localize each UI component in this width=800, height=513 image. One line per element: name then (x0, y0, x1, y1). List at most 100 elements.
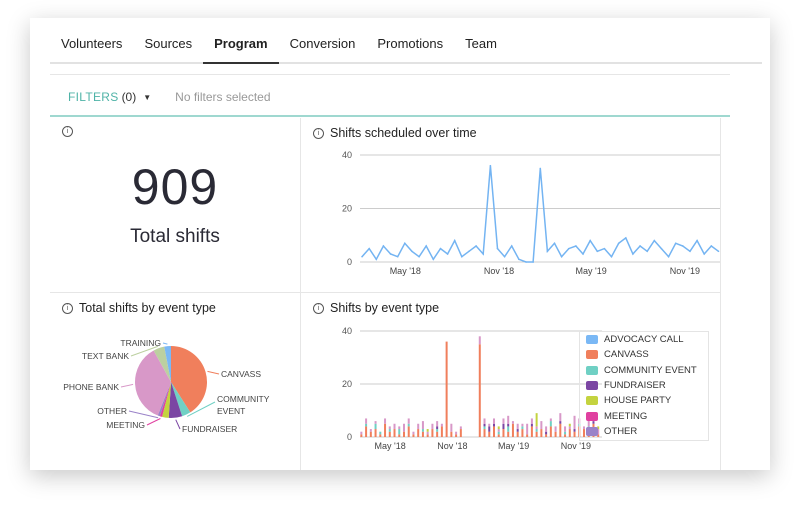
legend-item[interactable]: ADVOCACY CALL (580, 332, 708, 347)
bar-segment (540, 429, 543, 437)
info-icon[interactable]: i (313, 302, 324, 314)
bar-segment (564, 431, 567, 435)
leader-line (186, 401, 216, 417)
pie-slice (162, 382, 171, 418)
pie-slice (171, 346, 207, 413)
info-icon[interactable]: i (62, 126, 73, 137)
x-tick-label: May '18 (374, 441, 405, 451)
pie-slice (171, 382, 191, 417)
pie-label: PHONE BANK (63, 382, 119, 392)
pie-chart-panel: i Total shifts by event type CANVASS COMMU… (50, 293, 301, 470)
data-point (553, 242, 556, 245)
data-point (710, 245, 713, 247)
bar-segment (511, 423, 514, 437)
bar-segment (365, 418, 368, 424)
data-point (539, 167, 542, 170)
bar-segment (417, 429, 420, 437)
data-point (646, 250, 648, 253)
data-point (546, 250, 549, 253)
filters-divider (50, 115, 730, 117)
bar-segment (488, 426, 491, 432)
bar-segment (455, 434, 458, 437)
legend-label: MEETING (604, 410, 648, 422)
bar-segment (516, 423, 519, 430)
dashboard-card: Volunteers Sources Program Conversion Pr… (30, 18, 770, 470)
bar-segment (592, 421, 595, 424)
legend-item[interactable]: COMMUNITY EVENT (580, 363, 708, 378)
legend-item[interactable]: HOUSE PARTY (580, 393, 708, 408)
tab-volunteers[interactable]: Volunteers (61, 36, 123, 51)
data-point (653, 239, 656, 242)
bar-segment (502, 423, 505, 430)
filters-button[interactable]: FILTERS (68, 90, 119, 104)
pie-label: CANVASS (221, 369, 261, 379)
legend-item[interactable]: OTHER (580, 424, 708, 439)
legend-swatch (586, 365, 598, 375)
info-icon[interactable]: i (62, 302, 73, 314)
bar-segment (521, 426, 524, 430)
bar-segment (407, 423, 410, 427)
bar-segment (379, 434, 382, 437)
tab-team[interactable]: Team (465, 36, 497, 51)
bar-segment (564, 426, 567, 432)
bar-segment (374, 421, 377, 424)
data-point (496, 247, 499, 250)
bar-segment (540, 421, 543, 430)
tab-sources[interactable]: Sources (144, 36, 193, 51)
total-shifts-panel: i 909 Total shifts (50, 118, 301, 293)
bar-segment (507, 431, 510, 437)
legend-swatch (586, 426, 598, 436)
bar-segment (483, 426, 486, 430)
legend-item[interactable]: CANVASS (580, 347, 708, 362)
legend-swatch (586, 381, 598, 391)
leader-line (162, 342, 168, 345)
legend-swatch (586, 335, 598, 345)
bar-segment (431, 423, 434, 430)
x-tick-label: May '19 (576, 266, 607, 276)
bar-segment (379, 431, 382, 435)
y-tick-label: 0 (347, 257, 352, 267)
chart-legend[interactable]: ADVOCACY CALL CANVASS COMMUNITY EVENT FU… (579, 331, 709, 441)
x-tick-label: Nov '18 (484, 266, 514, 276)
bar-segment (384, 423, 387, 437)
bar-segment (398, 434, 401, 437)
data-point (589, 239, 591, 242)
x-tick-label: May '19 (498, 441, 529, 451)
filters-count: (0) (121, 90, 137, 104)
tab-program[interactable]: Program (203, 18, 279, 64)
tab-conversion[interactable]: Conversion (289, 36, 356, 51)
bar-segment (455, 431, 458, 435)
bar-segment (478, 336, 481, 345)
caret-down-icon[interactable]: ▼ (143, 92, 152, 102)
leader-line (130, 345, 159, 357)
bar-segment (573, 431, 576, 437)
bar-segment (583, 429, 586, 437)
bar-segment (360, 434, 363, 437)
total-shifts-value: 909 (131, 159, 219, 215)
data-point (361, 255, 363, 258)
legend-item[interactable]: MEETING (580, 408, 708, 423)
data-point (667, 255, 670, 258)
pie-slice (164, 346, 171, 382)
pie-chart: CANVASS COMMUNITY EVENT FUNDRAISER MEETING OT… (63, 338, 269, 434)
bar-segment (440, 423, 443, 427)
tab-promotions[interactable]: Promotions (377, 36, 444, 51)
leader-line (146, 418, 161, 426)
bar-segment (412, 434, 415, 437)
legend-label: ADVOCACY CALL (604, 334, 684, 346)
bar-segment (573, 415, 576, 430)
legend-item[interactable]: FUNDRAISER (580, 378, 708, 393)
x-tick-label: Nov '19 (561, 441, 591, 451)
tab-bar: Volunteers Sources Program Conversion Pr… (50, 18, 762, 64)
bar-segment (497, 426, 500, 430)
bar-segment (421, 421, 424, 430)
bar-segment (497, 431, 500, 435)
info-icon[interactable]: i (313, 127, 324, 139)
bar-segment (488, 423, 491, 427)
total-shifts-label: Total shifts (130, 226, 220, 247)
bar-segment (426, 434, 429, 437)
bar-segment (535, 429, 538, 432)
bar-chart-panel: i Shifts by event type 0 20 40 May '18 Nov '1… (301, 293, 721, 470)
bar-segment (502, 429, 505, 437)
bar-segment (374, 429, 377, 437)
